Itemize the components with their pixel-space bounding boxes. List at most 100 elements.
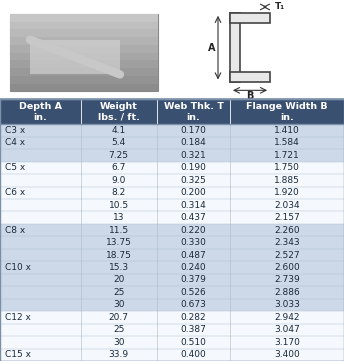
- Text: Web Thk. T
in.: Web Thk. T in.: [163, 102, 224, 122]
- Text: 30: 30: [113, 300, 125, 309]
- Text: Depth A
in.: Depth A in.: [19, 102, 62, 122]
- Text: 0.314: 0.314: [181, 201, 206, 210]
- Text: 0.437: 0.437: [181, 213, 206, 222]
- Text: 2.034: 2.034: [275, 201, 300, 210]
- Bar: [10, 84, 158, 91]
- Text: 0.170: 0.170: [181, 126, 206, 135]
- Text: 2.886: 2.886: [275, 288, 300, 297]
- Bar: [0, 236, 344, 249]
- Text: 4.1: 4.1: [111, 126, 126, 135]
- Text: 1.584: 1.584: [275, 138, 300, 147]
- Bar: [0, 311, 344, 323]
- Text: C3 x: C3 x: [5, 126, 25, 135]
- Text: 15.3: 15.3: [109, 263, 129, 272]
- Bar: [0, 249, 344, 261]
- Text: 20: 20: [113, 275, 125, 284]
- Text: 25: 25: [113, 325, 125, 334]
- Bar: [0, 323, 344, 336]
- Text: 1.920: 1.920: [275, 188, 300, 197]
- Text: 3.047: 3.047: [275, 325, 300, 334]
- Text: 5.4: 5.4: [111, 138, 126, 147]
- Text: 7.25: 7.25: [109, 151, 129, 160]
- Text: 1.885: 1.885: [274, 176, 300, 185]
- Text: 0.526: 0.526: [181, 288, 206, 297]
- Text: C6 x: C6 x: [5, 188, 25, 197]
- Text: 0.387: 0.387: [181, 325, 206, 334]
- Text: 20.7: 20.7: [109, 313, 129, 322]
- Text: 3.400: 3.400: [275, 350, 300, 359]
- Text: 2.739: 2.739: [275, 275, 300, 284]
- Text: 6.7: 6.7: [111, 163, 126, 172]
- Text: 18.75: 18.75: [106, 251, 132, 260]
- Bar: [10, 14, 158, 22]
- Bar: [10, 68, 158, 76]
- Bar: [0, 187, 344, 199]
- Text: 1.750: 1.750: [274, 163, 300, 172]
- Text: 11.5: 11.5: [109, 226, 129, 235]
- Bar: [0, 261, 344, 274]
- Text: Flange Width B
in.: Flange Width B in.: [247, 102, 328, 122]
- Bar: [10, 45, 158, 53]
- Text: 33.9: 33.9: [109, 350, 129, 359]
- Bar: [0, 336, 344, 348]
- Text: B: B: [246, 91, 254, 101]
- Text: 0.673: 0.673: [181, 300, 206, 309]
- Text: 0.220: 0.220: [181, 226, 206, 235]
- Text: 0.325: 0.325: [181, 176, 206, 185]
- Bar: [10, 22, 158, 29]
- Text: 25: 25: [113, 288, 125, 297]
- Text: 30: 30: [113, 338, 125, 347]
- Text: 0.379: 0.379: [181, 275, 206, 284]
- Text: C5 x: C5 x: [5, 163, 25, 172]
- Text: 2.600: 2.600: [275, 263, 300, 272]
- Bar: [0, 286, 344, 299]
- Bar: [10, 60, 158, 68]
- Bar: [0, 212, 344, 224]
- Bar: [0, 149, 344, 162]
- Text: 10.5: 10.5: [109, 201, 129, 210]
- Bar: [0, 224, 344, 236]
- Bar: [0, 174, 344, 187]
- Bar: [10, 29, 158, 37]
- Text: 2.157: 2.157: [275, 213, 300, 222]
- Bar: [0, 99, 344, 124]
- Text: A: A: [208, 43, 216, 53]
- Bar: [0, 274, 344, 286]
- Bar: [0, 348, 344, 361]
- Bar: [10, 14, 158, 91]
- Text: 9.0: 9.0: [111, 176, 126, 185]
- Text: 3.033: 3.033: [274, 300, 300, 309]
- Bar: [0, 299, 344, 311]
- Bar: [0, 162, 344, 174]
- Bar: [0, 199, 344, 212]
- Bar: [230, 73, 270, 82]
- Bar: [30, 40, 120, 74]
- Text: 0.190: 0.190: [181, 163, 206, 172]
- Text: 0.282: 0.282: [181, 313, 206, 322]
- Bar: [230, 13, 240, 82]
- Text: 2.343: 2.343: [275, 238, 300, 247]
- Text: 0.510: 0.510: [181, 338, 206, 347]
- Text: C15 x: C15 x: [5, 350, 31, 359]
- Text: 0.200: 0.200: [181, 188, 206, 197]
- Bar: [0, 124, 344, 137]
- Bar: [10, 37, 158, 45]
- Text: 0.487: 0.487: [181, 251, 206, 260]
- Text: 1.410: 1.410: [275, 126, 300, 135]
- Text: 0.184: 0.184: [181, 138, 206, 147]
- Text: 0.400: 0.400: [181, 350, 206, 359]
- Text: 2.260: 2.260: [275, 226, 300, 235]
- Text: 0.240: 0.240: [181, 263, 206, 272]
- Text: 0.321: 0.321: [181, 151, 206, 160]
- Text: 13.75: 13.75: [106, 238, 132, 247]
- Bar: [0, 137, 344, 149]
- Text: C10 x: C10 x: [5, 263, 31, 272]
- Bar: [10, 53, 158, 60]
- Text: Weight
lbs. / ft.: Weight lbs. / ft.: [98, 102, 140, 122]
- Bar: [230, 13, 270, 23]
- Text: 1.721: 1.721: [275, 151, 300, 160]
- Text: T₁: T₁: [275, 3, 285, 12]
- Text: 2.527: 2.527: [275, 251, 300, 260]
- Bar: [10, 76, 158, 84]
- Text: 0.330: 0.330: [181, 238, 206, 247]
